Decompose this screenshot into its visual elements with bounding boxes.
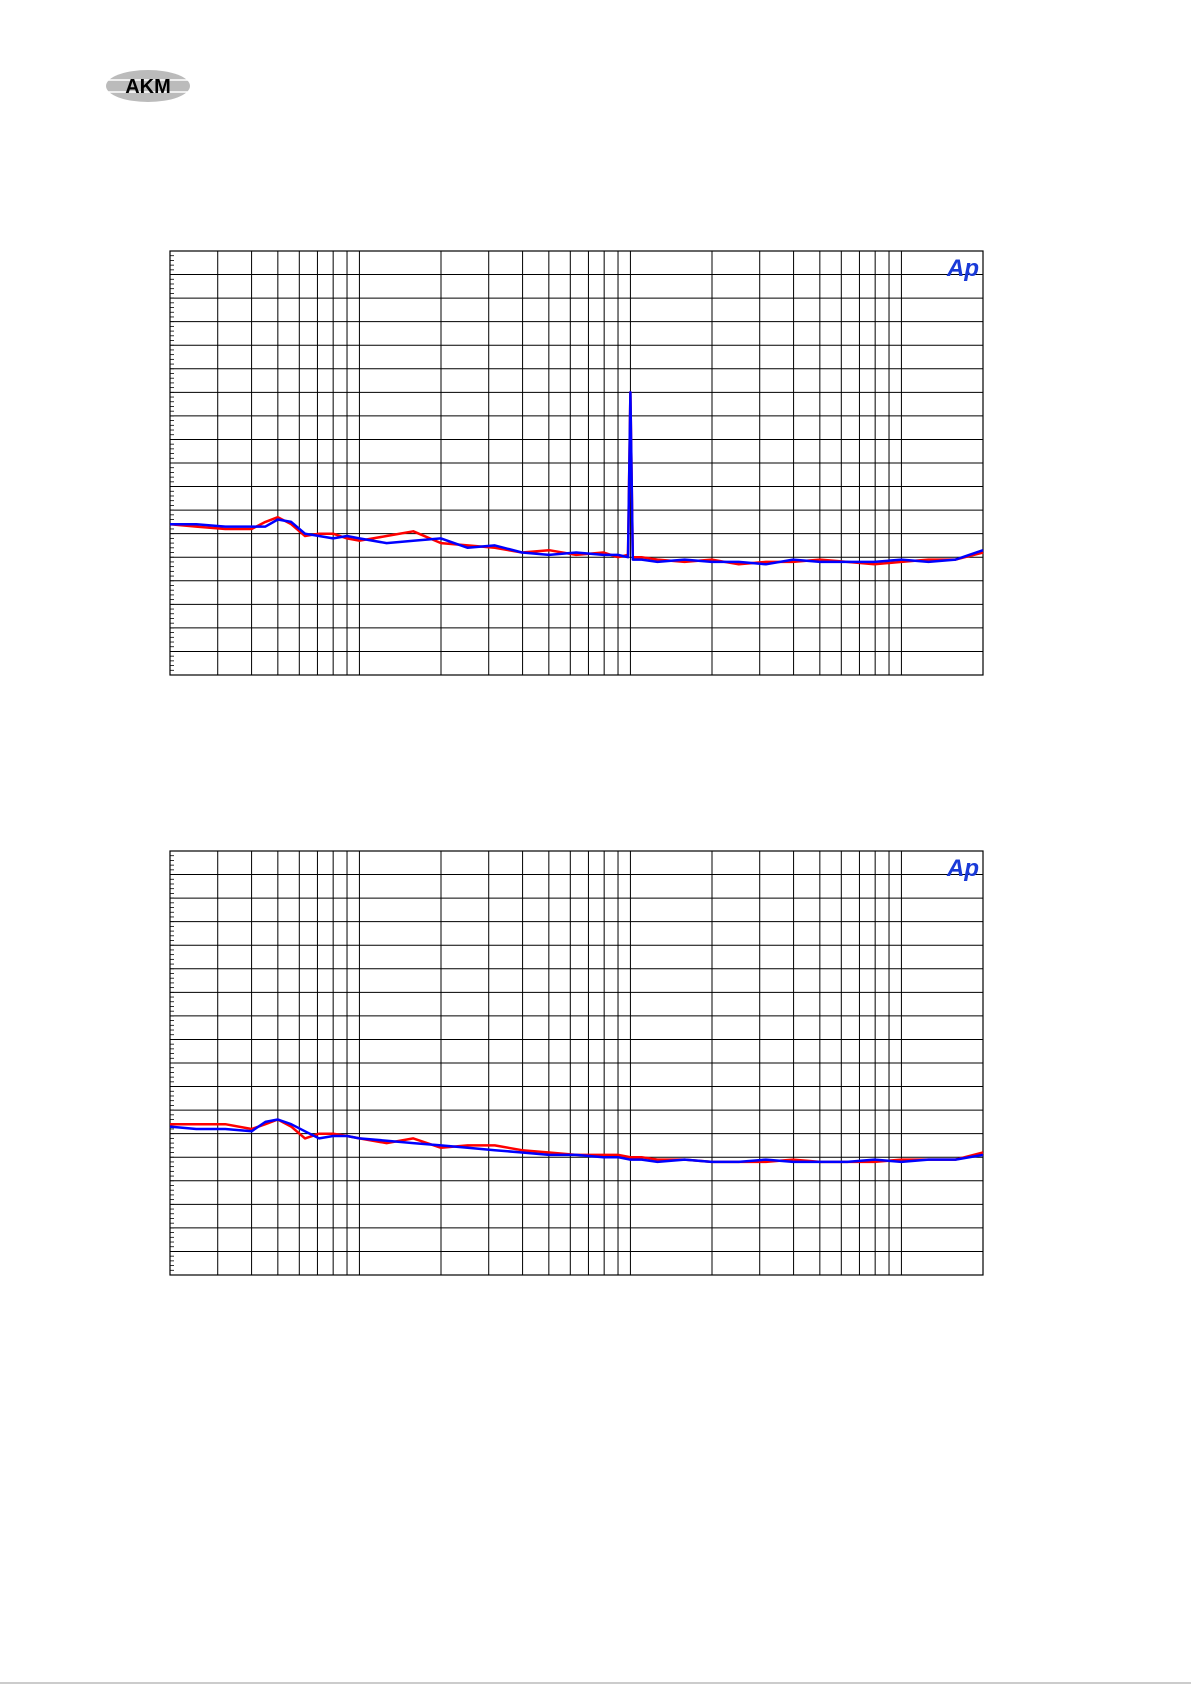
- series-line: [170, 391, 984, 566]
- logo-text: AKM: [125, 76, 171, 98]
- series-line: [169, 391, 984, 566]
- logo: AKM: [106, 70, 190, 102]
- logo-badge: [106, 70, 190, 102]
- chart: Ap: [169, 250, 984, 676]
- watermark: Ap: [946, 255, 979, 282]
- watermark: Ap: [946, 855, 979, 882]
- chart: Ap: [169, 850, 984, 1276]
- series-line: [169, 1118, 984, 1164]
